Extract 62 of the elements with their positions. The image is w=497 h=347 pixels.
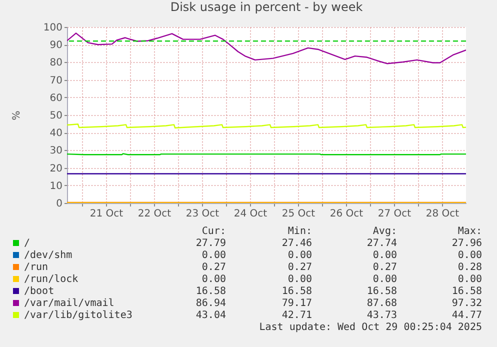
legend-label: /dev/shm xyxy=(24,250,72,261)
text: 0.00 xyxy=(372,250,397,261)
text: 0.00 xyxy=(372,274,397,285)
text: 0.00 xyxy=(458,250,482,261)
text: 44.77 xyxy=(452,310,482,321)
y-tick-label: 80 xyxy=(50,58,62,69)
text: 16.58 xyxy=(452,286,482,297)
x-tick-label: 26 Oct xyxy=(330,208,364,220)
y-axis-title: % xyxy=(11,110,22,120)
legend-label: /boot xyxy=(24,286,54,297)
legend-label: /run/lock xyxy=(24,274,78,285)
chart-title: Disk usage in percent - by week xyxy=(170,0,363,14)
text: 97.32 xyxy=(452,298,482,309)
y-tick-label: 10 xyxy=(50,180,62,192)
legend-label: / xyxy=(24,238,30,249)
y-tick-label: 0 xyxy=(56,198,62,210)
x-tick-label: 22 Oct xyxy=(138,208,172,220)
text: 0.00 xyxy=(288,250,312,261)
x-tick-label: 28 Oct xyxy=(426,208,460,220)
legend-label: /run xyxy=(24,262,48,273)
text: 27.46 xyxy=(282,238,312,249)
text: 79.17 xyxy=(282,298,312,309)
text: Last update: Wed Oct 29 00:25:04 2025 xyxy=(259,322,482,333)
text: 42.71 xyxy=(282,310,312,321)
x-tick-label: 27 Oct xyxy=(378,208,412,220)
text: 27.96 xyxy=(452,238,482,249)
y-tick-label: 50 xyxy=(50,110,62,122)
text: 43.73 xyxy=(366,310,397,321)
text: 0.00 xyxy=(202,274,226,285)
text: 27.79 xyxy=(196,238,226,249)
y-tick-label: 100 xyxy=(43,22,62,34)
text: 0.27 xyxy=(202,262,226,273)
x-tick-label: 24 Oct xyxy=(234,208,268,220)
x-tick-label: 23 Oct xyxy=(186,208,220,220)
text: 0.28 xyxy=(458,262,482,273)
text: 0.00 xyxy=(288,274,312,285)
text: 0.00 xyxy=(458,274,482,285)
x-tick-label: 25 Oct xyxy=(282,208,316,220)
text: 87.68 xyxy=(366,298,397,309)
text: Min: xyxy=(288,226,312,237)
text: 27.74 xyxy=(366,238,397,249)
legend-label: /var/lib/gitolite3 xyxy=(24,310,132,321)
x-tick-label: 21 Oct xyxy=(90,208,124,220)
text: 0.00 xyxy=(202,250,226,261)
text: 16.58 xyxy=(366,286,397,297)
text: 86.94 xyxy=(196,298,226,309)
y-tick-label: 40 xyxy=(50,128,62,140)
y-tick-label: 60 xyxy=(50,92,62,104)
y-tick-label: 30 xyxy=(50,146,62,157)
text: 0.27 xyxy=(288,262,312,273)
text: 16.58 xyxy=(282,286,312,297)
text: 0.27 xyxy=(372,262,397,273)
line-series xyxy=(67,32,466,64)
legend-label: /var/mail/vmail xyxy=(24,298,114,309)
y-tick-label: 20 xyxy=(50,163,62,174)
text: Max: xyxy=(458,226,482,237)
text: Avg: xyxy=(372,226,397,237)
text: 43.04 xyxy=(196,310,226,321)
text: 16.58 xyxy=(196,286,226,297)
text: Cur: xyxy=(202,226,226,237)
y-tick-label: 70 xyxy=(50,75,62,86)
y-tick-label: 90 xyxy=(50,40,62,52)
